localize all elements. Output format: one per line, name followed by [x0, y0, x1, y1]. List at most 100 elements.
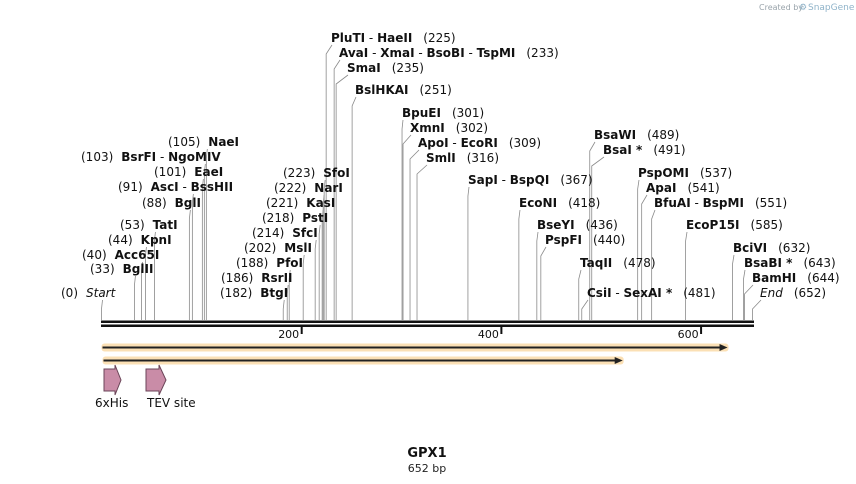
site-label-632[interactable]: BciVI (632) — [733, 241, 810, 255]
leader-line-541 — [641, 194, 648, 320]
tick-label-400: 400 — [478, 328, 499, 341]
leader-line-309 — [409, 149, 420, 320]
orf-arrow-1[interactable] — [101, 343, 729, 352]
site-label-491[interactable]: BsaI * (491) — [603, 143, 686, 157]
site-label-436[interactable]: BseYI (436) — [537, 218, 618, 232]
site-label-40[interactable]: (40) Acc65I — [82, 248, 159, 262]
leader-line-301 — [401, 119, 404, 320]
site-label-367[interactable]: SapI - BspQI (367) — [468, 173, 593, 187]
site-labels: (0) Start (33) BglII(40) Acc65I(44) KpnI(53) T… — [61, 31, 840, 300]
leader-line-644 — [744, 284, 754, 320]
site-label-251[interactable]: BslHKAI (251) — [355, 83, 452, 97]
feature-tev-site[interactable]: TEV site — [145, 364, 196, 410]
leader-line-652 — [752, 299, 762, 320]
site-label-33[interactable]: (33) BglII — [90, 262, 153, 276]
credit-text: Created by — [759, 3, 803, 12]
feature-arrow-icon[interactable] — [103, 364, 122, 396]
leader-line-202 — [302, 254, 305, 320]
site-label-301[interactable]: BpuEI (301) — [402, 106, 484, 120]
site-label-88[interactable]: (88) BglI — [142, 196, 201, 210]
snapgene-logo-icon: ⚙ — [799, 3, 807, 13]
site-label-551[interactable]: BfuAI - BspMI (551) — [654, 196, 787, 210]
leader-line-537 — [637, 179, 640, 320]
leader-line-632 — [732, 254, 735, 320]
site-label-418[interactable]: EcoNI (418) — [519, 196, 600, 210]
site-label-44[interactable]: (44) KpnI — [108, 233, 172, 247]
axis-ticks: 200 400 600 — [278, 327, 703, 341]
site-label-440[interactable]: PspFI (440) — [545, 233, 625, 247]
construct-name: GPX1 — [407, 446, 446, 461]
site-label-182[interactable]: (182) BtgI — [220, 286, 288, 300]
leader-line-367 — [467, 186, 470, 320]
tick-label-600: 600 — [678, 328, 699, 341]
leader-line-218 — [318, 224, 321, 320]
site-label-188[interactable]: (188) PfoI — [236, 256, 303, 270]
site-label-643[interactable]: BsaBI * (643) — [744, 256, 836, 270]
site-leader-lines — [101, 44, 762, 320]
site-label-225[interactable]: PluTI - HaeII (225) — [331, 31, 456, 45]
leader-line-225 — [325, 44, 333, 320]
leader-line-436 — [536, 231, 539, 320]
feature-6xhis[interactable]: 6xHis — [95, 364, 128, 410]
site-label-309[interactable]: ApoI - EcoRI (309) — [418, 136, 541, 150]
feature-arrow-icon[interactable] — [145, 364, 167, 396]
site-label-489[interactable]: BsaWI (489) — [594, 128, 679, 142]
leader-line-251 — [351, 96, 357, 320]
site-label-302[interactable]: XmnI (302) — [410, 121, 488, 135]
site-label-316[interactable]: SmlI (316) — [426, 151, 499, 165]
site-label-0[interactable]: (0) Start — [61, 286, 117, 300]
leader-line-491 — [591, 156, 605, 320]
leader-line-44 — [145, 246, 147, 320]
orf-arrow-2[interactable] — [102, 356, 624, 365]
backbone-top-strand — [101, 320, 754, 323]
site-label-222[interactable]: (222) NarI — [274, 181, 343, 195]
leader-line-53 — [154, 231, 156, 320]
leader-line-40 — [141, 261, 143, 320]
credit-brand: SnapGene — [808, 3, 855, 13]
feature-label-tev-site: TEV site — [146, 396, 196, 410]
site-label-478[interactable]: TaqII (478) — [580, 256, 656, 270]
tick-label-200: 200 — [278, 328, 299, 341]
snapgene-credit: Created by ⚙ SnapGene — [759, 3, 855, 13]
site-label-652[interactable]: End (652) — [760, 286, 826, 300]
leader-line-0 — [101, 299, 103, 320]
leader-line-235 — [335, 74, 349, 320]
site-label-202[interactable]: (202) MslI — [244, 241, 312, 255]
orf-arrowhead-icon — [614, 357, 623, 364]
tick-mark-200 — [300, 327, 303, 334]
leader-line-585 — [685, 231, 688, 320]
site-label-235[interactable]: SmaI (235) — [347, 61, 424, 75]
leader-line-91 — [191, 193, 194, 320]
site-label-537[interactable]: PspOMI (537) — [638, 166, 732, 180]
site-label-91[interactable]: (91) AscI - BssHII — [118, 180, 233, 194]
feature-label-6xhis: 6xHis — [95, 396, 128, 410]
leader-line-33 — [134, 275, 136, 320]
site-label-223[interactable]: (223) SfoI — [283, 166, 350, 180]
site-label-103[interactable]: (103) BsrFI - NgoMIV — [81, 150, 221, 164]
leader-line-188 — [288, 269, 291, 320]
leader-line-182 — [282, 299, 285, 320]
leader-line-186 — [286, 284, 289, 320]
site-label-105[interactable]: (105) NaeI — [168, 135, 239, 149]
leader-line-101 — [201, 178, 204, 320]
site-label-53[interactable]: (53) TatI — [120, 218, 178, 232]
leader-line-103 — [203, 163, 206, 320]
site-label-221[interactable]: (221) KasI — [266, 196, 335, 210]
orf-arrowhead-icon — [719, 344, 728, 351]
site-label-186[interactable]: (186) RsrII — [221, 271, 293, 285]
site-label-644[interactable]: BamHI (644) — [752, 271, 840, 285]
leader-line-478 — [578, 269, 582, 320]
site-label-218[interactable]: (218) PstI — [262, 211, 328, 225]
site-label-585[interactable]: EcoP15I (585) — [686, 218, 783, 232]
dna-backbone — [101, 320, 754, 327]
leader-line-418 — [518, 209, 521, 320]
site-label-541[interactable]: ApaI (541) — [646, 181, 720, 195]
site-label-214[interactable]: (214) SfcI — [252, 226, 318, 240]
site-label-233[interactable]: AvaI - XmaI - BsoBI - TspMI (233) — [339, 46, 559, 60]
site-label-481[interactable]: CsiI - SexAI * (481) — [587, 286, 716, 300]
leader-line-88 — [188, 209, 191, 320]
leader-line-223 — [323, 179, 326, 320]
site-label-101[interactable]: (101) EaeI — [154, 165, 223, 179]
orf-arrows — [101, 343, 729, 365]
